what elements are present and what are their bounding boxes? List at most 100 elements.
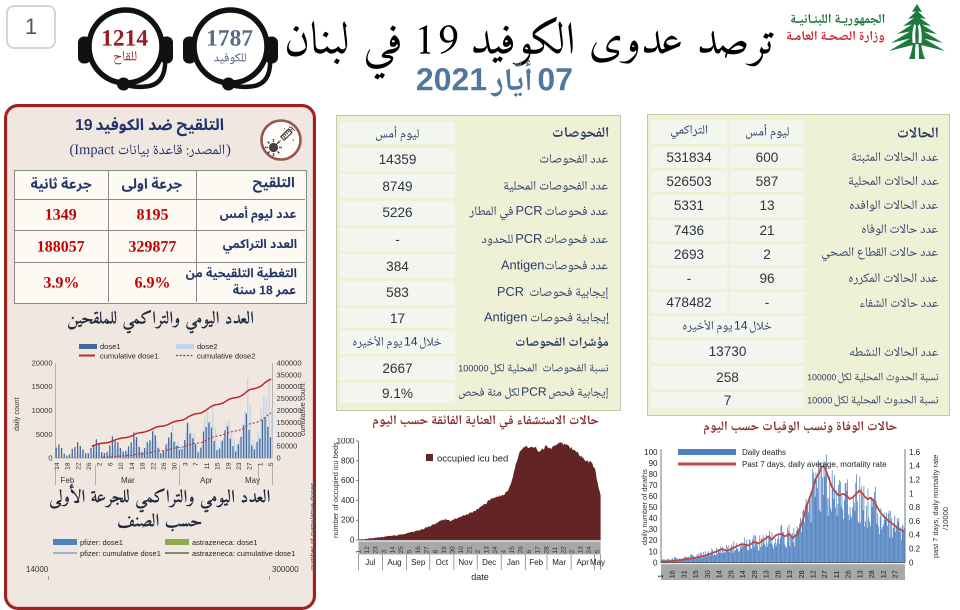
svg-text:16: 16	[668, 570, 677, 578]
svg-text:Jul: Jul	[365, 558, 375, 567]
svg-text:11: 11	[204, 462, 211, 469]
svg-text:date: date	[471, 572, 489, 580]
svg-text:10: 10	[118, 462, 125, 470]
svg-text:28: 28	[543, 546, 550, 554]
svg-text:0.4: 0.4	[909, 531, 921, 540]
svg-text:600: 600	[341, 476, 355, 485]
svg-text:31: 31	[680, 570, 689, 578]
svg-text:Mar: Mar	[552, 558, 566, 567]
svg-text:3: 3	[381, 550, 388, 554]
svg-text:5: 5	[268, 462, 275, 466]
svg-text:400: 400	[341, 496, 355, 505]
svg-text:cumulative dose2: cumulative dose2	[197, 352, 255, 361]
svg-text:200: 200	[341, 516, 355, 525]
svg-text:26: 26	[844, 570, 853, 578]
svg-text:daily count: daily count	[14, 397, 21, 431]
svg-text:1.6: 1.6	[909, 448, 921, 457]
svg-text:6: 6	[526, 550, 533, 554]
svg-text:12: 12	[879, 570, 888, 578]
svg-text:Sep: Sep	[411, 558, 426, 567]
svg-text:14: 14	[715, 570, 724, 578]
svg-text:29: 29	[750, 570, 759, 578]
svg-text:14: 14	[738, 570, 747, 578]
svg-text:16: 16	[415, 546, 422, 554]
svg-text:10: 10	[649, 547, 658, 556]
svg-text:20: 20	[649, 536, 658, 545]
svg-text:800: 800	[341, 456, 355, 465]
svg-text:11: 11	[552, 546, 559, 553]
svg-text:0: 0	[48, 454, 52, 463]
svg-text:17: 17	[535, 546, 542, 554]
svg-text:0: 0	[653, 558, 658, 567]
svg-text:5000: 5000	[36, 430, 53, 439]
svg-text:20000: 20000	[32, 359, 53, 368]
svg-text:0: 0	[909, 558, 914, 567]
svg-text:0: 0	[277, 454, 281, 463]
svg-text:Dec: Dec	[482, 558, 496, 567]
svg-text:0.8: 0.8	[909, 503, 921, 512]
svg-text:astrazeneca: cumulative dose1: astrazeneca: cumulative dose1	[192, 549, 295, 558]
svg-text:0.2: 0.2	[909, 545, 921, 554]
svg-text:19: 19	[441, 546, 448, 554]
svg-text:May: May	[590, 558, 605, 567]
svg-text:5: 5	[407, 550, 414, 554]
svg-text:12: 12	[809, 570, 818, 578]
svg-text:400000: 400000	[277, 359, 302, 368]
svg-text:30: 30	[172, 462, 179, 470]
svg-text:11: 11	[832, 571, 841, 578]
svg-text:18: 18	[65, 462, 72, 470]
svg-text:4: 4	[501, 550, 508, 554]
svg-text:21: 21	[466, 546, 473, 554]
svg-text:30: 30	[649, 525, 658, 534]
svg-text:past 7 days, daily mortality r: past 7 days, daily mortality rate	[931, 455, 940, 558]
svg-text:/10000: /10000	[941, 507, 950, 530]
svg-text:18: 18	[140, 462, 147, 470]
svg-text:13: 13	[762, 570, 771, 578]
svg-text:25: 25	[398, 546, 405, 554]
svg-text:22: 22	[560, 546, 567, 554]
svg-text:90: 90	[649, 459, 658, 468]
svg-text:15: 15	[215, 462, 222, 470]
svg-text:100000: 100000	[277, 430, 302, 439]
svg-text:350000: 350000	[277, 370, 302, 379]
svg-text:28: 28	[867, 570, 876, 578]
svg-text:dose2: dose2	[197, 342, 217, 351]
svg-text:12: 12	[364, 546, 371, 554]
svg-text:26: 26	[86, 462, 93, 470]
svg-text:10: 10	[458, 546, 465, 554]
svg-text:22: 22	[75, 462, 82, 470]
svg-text:1: 1	[656, 574, 665, 578]
svg-text:28: 28	[797, 570, 806, 578]
svg-text:Jan: Jan	[507, 558, 520, 567]
svg-text:15: 15	[509, 546, 516, 554]
svg-text:27: 27	[820, 570, 829, 578]
svg-text:28: 28	[773, 570, 782, 578]
svg-text:occupied icu bed: occupied icu bed	[437, 454, 508, 465]
svg-text:13: 13	[855, 570, 864, 578]
svg-text:27: 27	[247, 462, 254, 470]
svg-text:30: 30	[449, 546, 456, 554]
svg-text:astrazeneca: dose1: astrazeneca: dose1	[192, 538, 257, 547]
svg-text:Oct: Oct	[436, 558, 449, 567]
svg-text:Apr: Apr	[576, 558, 589, 567]
svg-text:0.6: 0.6	[909, 517, 921, 526]
svg-text:23: 23	[373, 546, 380, 554]
svg-text:14: 14	[390, 546, 397, 554]
svg-text:150000: 150000	[277, 418, 302, 427]
svg-text:23: 23	[236, 462, 243, 470]
svg-text:cumulative count: cumulative count	[300, 383, 307, 436]
svg-text:50: 50	[649, 503, 658, 512]
svg-text:1.2: 1.2	[909, 476, 921, 485]
svg-text:2: 2	[475, 550, 482, 554]
svg-text:24: 24	[586, 546, 593, 554]
svg-text:number of occupied icu beds: number of occupied icu beds	[331, 442, 340, 538]
svg-text:3: 3	[182, 462, 189, 466]
svg-text:15000: 15000	[32, 382, 53, 391]
svg-text:13: 13	[785, 570, 794, 578]
svg-text:5: 5	[595, 550, 602, 554]
svg-text:50000: 50000	[277, 442, 298, 451]
svg-text:pfizer: cumulative dose1: pfizer: cumulative dose1	[80, 549, 161, 558]
svg-text:80: 80	[649, 470, 658, 479]
svg-text:250000: 250000	[277, 394, 302, 403]
svg-text:6: 6	[107, 462, 114, 466]
